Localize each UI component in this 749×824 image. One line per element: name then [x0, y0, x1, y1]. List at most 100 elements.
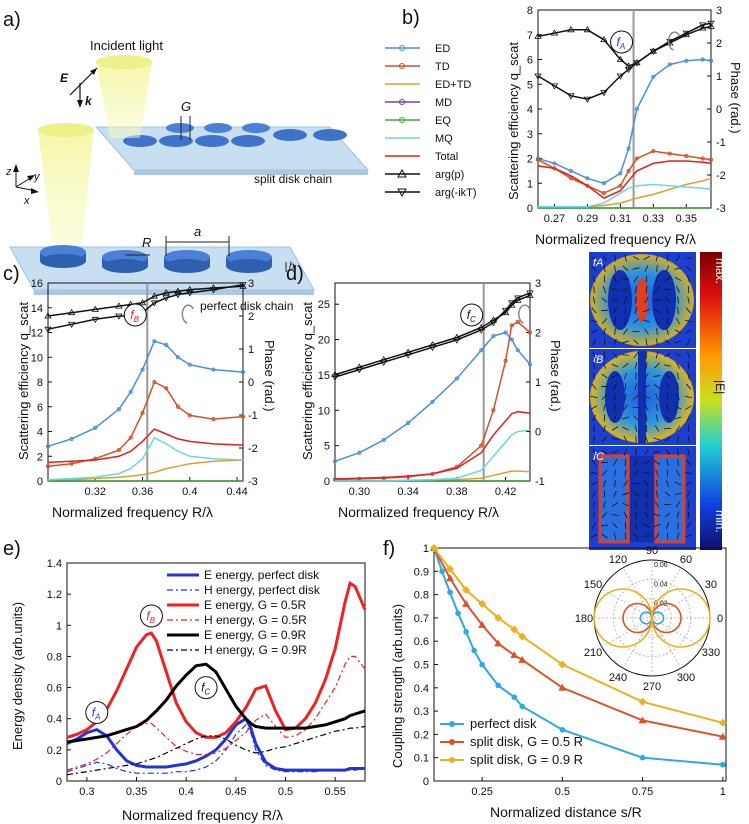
field-arrow	[687, 500, 690, 509]
plot-b-y2tick-label: 1	[716, 71, 722, 83]
polar-angle-label: 270	[643, 681, 661, 693]
field-arrow	[687, 511, 690, 519]
field-arrow	[677, 296, 679, 304]
plot-c-point-ed	[211, 367, 216, 372]
plot-f-point	[463, 629, 469, 635]
plot-b-phase-point	[550, 29, 559, 36]
field-arrow	[666, 458, 669, 467]
plot-b-point-td	[585, 183, 590, 188]
field-arrow	[686, 522, 691, 529]
plot-b-point-ed	[708, 58, 714, 63]
field-arrow	[633, 351, 639, 359]
plot-b-phase-point	[699, 22, 707, 29]
plot-c-phase-point	[174, 292, 182, 299]
plot-b-series-ed	[537, 58, 712, 185]
split-disks	[123, 123, 347, 147]
field-arrow	[685, 329, 692, 334]
field-arrow	[664, 276, 671, 282]
plot-b-xtick-label: 0.29	[577, 213, 598, 225]
plot-c-phase-point	[209, 287, 218, 294]
plot-d-point-td	[479, 443, 484, 448]
field-arrow	[592, 296, 596, 304]
plot-e-xtick-label: 0.35	[126, 786, 147, 798]
field-arrow	[644, 511, 649, 519]
field-arrow	[677, 521, 679, 530]
plot-b-series-total	[537, 160, 712, 199]
colorbar-max-label: max.	[713, 258, 727, 284]
field-arrow	[600, 385, 609, 388]
field-arrow	[611, 426, 619, 431]
legend-item-md: MD	[385, 97, 452, 109]
field-arrow	[666, 328, 669, 335]
field-arrow	[601, 512, 608, 518]
field-arrow	[645, 490, 648, 498]
plot-d-phase-point	[489, 320, 498, 327]
field-arrow	[677, 458, 679, 467]
plot-c-phase-point	[186, 290, 194, 297]
field-arrow	[654, 362, 660, 369]
plot-c-point-td	[116, 447, 122, 453]
plot-c-point-ed	[128, 389, 133, 395]
field-arrow	[645, 275, 648, 283]
field-arrow	[603, 275, 606, 283]
plot-b-point-ed	[585, 176, 590, 181]
plot-c-ylabel: Scattering efficiency q_scat	[16, 302, 31, 460]
field-arrow	[685, 405, 692, 410]
plot-f-point	[447, 589, 453, 596]
plot-e-ytick-label: 0.4	[47, 714, 62, 726]
field-arrow	[612, 522, 618, 529]
svg-text:ED+TD: ED+TD	[435, 79, 471, 91]
plot-f-xtick-label: 1	[720, 786, 726, 798]
plot-b-phase-point	[583, 96, 592, 103]
field-arrow	[614, 254, 616, 262]
field-arrow	[653, 375, 661, 377]
plot-d-ytick-label: 20	[318, 335, 330, 347]
plot-b-point-td	[601, 191, 607, 196]
plot-b-ytick-label: 1	[527, 178, 533, 190]
svg-text:arg(-ikT): arg(-ikT)	[435, 187, 477, 199]
plot-d-phase-point	[514, 295, 522, 302]
field-arrow	[591, 522, 597, 529]
field-arrow	[622, 340, 629, 344]
plot-f-ytick-label: 0.2	[414, 729, 429, 741]
plot-c-point-td	[45, 464, 51, 469]
field-arrow	[622, 265, 629, 272]
field-arrow	[603, 501, 606, 508]
field-arrow	[633, 415, 639, 421]
plot-b-phase-point	[600, 35, 608, 43]
plot-b-phase-point	[583, 26, 592, 33]
plot-c-xtick-label: 0.4	[182, 486, 197, 498]
plot-c-point-td	[69, 461, 74, 466]
field-arrow	[687, 285, 690, 294]
field-arrow	[655, 275, 659, 283]
field-arrow	[666, 306, 669, 315]
field-arrow	[622, 426, 629, 431]
field-arrow	[600, 524, 609, 527]
field-arrow	[643, 523, 650, 528]
panel-label-e: e)	[3, 538, 21, 560]
field-arrow	[644, 480, 649, 487]
field-arrow	[603, 328, 606, 335]
plot-b-ylabel: Scattering efficiency q_scat	[506, 42, 521, 200]
field-arrow	[613, 532, 617, 540]
plot-e-legend-label: E energy, G = 0.9R	[204, 628, 306, 642]
plot-f-point	[719, 761, 726, 768]
plot-d-point-ed	[406, 420, 411, 426]
plot-b-point-td	[634, 156, 639, 161]
legend-item-td: TD	[385, 61, 450, 73]
plot-e-fb-marker-circle	[139, 604, 163, 628]
field-arrow	[624, 458, 627, 467]
field-arrow	[634, 459, 638, 466]
field-arrow	[611, 374, 619, 378]
plot-b-ytick-label: 4	[527, 104, 533, 116]
plot-d-y2tick-label: -1	[535, 476, 545, 488]
plot-f: 0.25 0.5 0.75 1 0 0.1 0.2 0.3 0.4 0.5 0.6 0.7 0.8 0.9…	[414, 543, 727, 798]
field-arrow	[687, 361, 690, 370]
field-arrow	[614, 264, 616, 273]
legend-item-ed: ED	[385, 43, 450, 55]
plot-c-ytick-label: 12	[31, 328, 43, 340]
field-arrow	[601, 436, 608, 442]
plot-d-phase-0	[334, 294, 531, 376]
field-arrow	[633, 339, 639, 345]
